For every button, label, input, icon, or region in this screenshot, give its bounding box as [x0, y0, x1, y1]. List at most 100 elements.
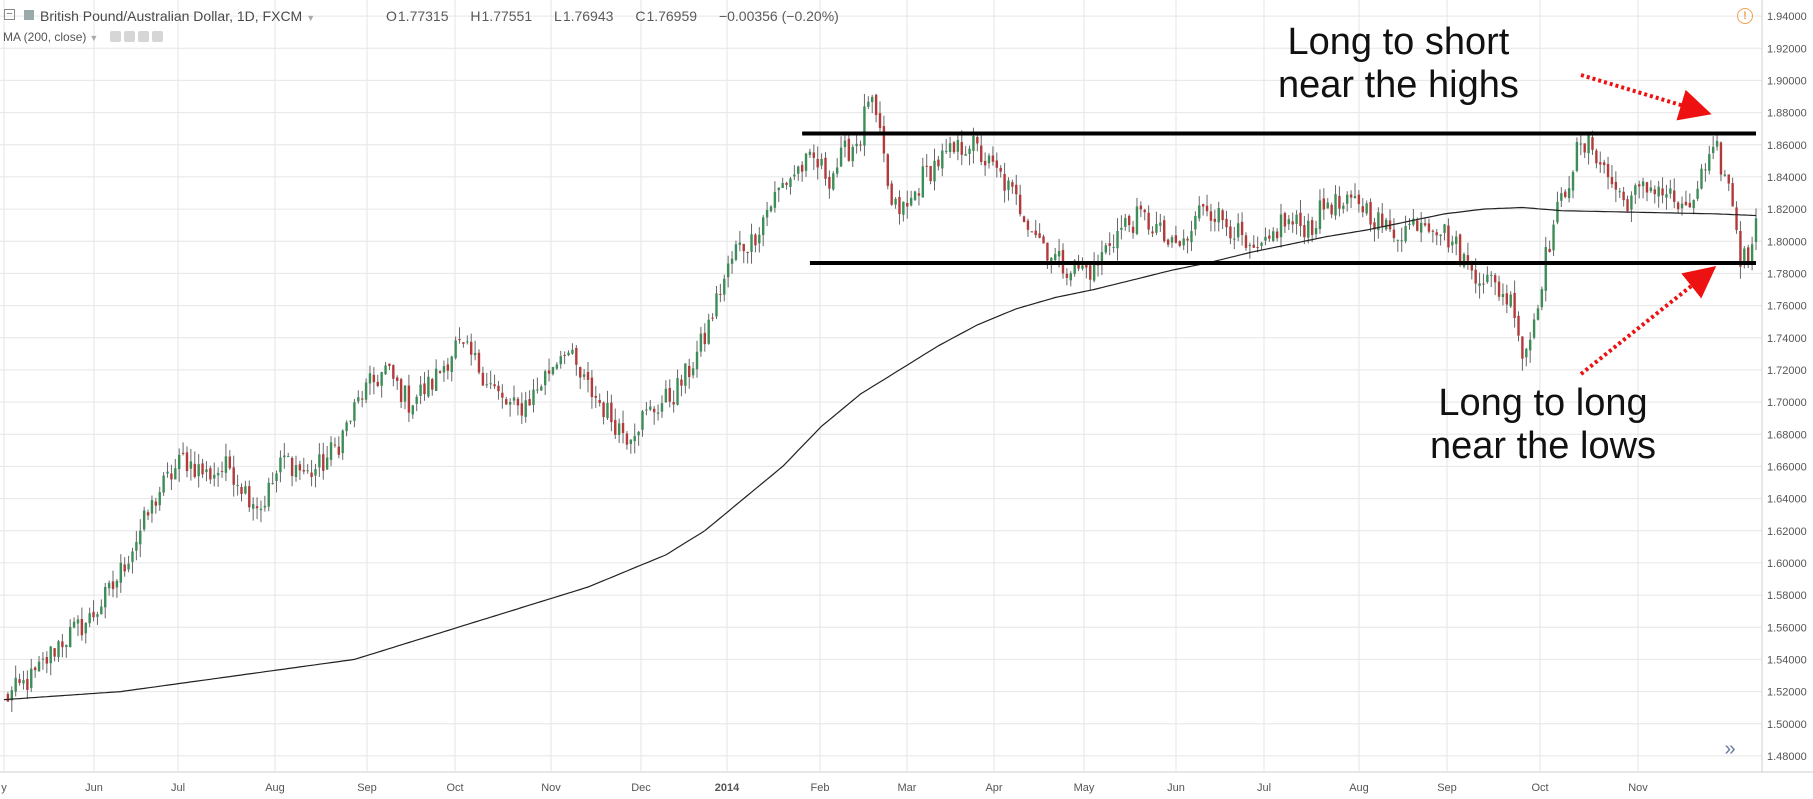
candle-body — [1022, 216, 1026, 223]
gear-icon[interactable] — [123, 31, 135, 42]
candle-body — [1392, 229, 1396, 239]
candle-body — [855, 143, 858, 147]
candle-body — [976, 136, 979, 144]
candle-body — [263, 505, 267, 508]
candle-body — [6, 694, 10, 702]
chevron-down-icon[interactable]: ▼ — [89, 33, 99, 43]
candle-body — [61, 641, 64, 648]
candle-body — [1408, 223, 1411, 225]
candle-body — [660, 403, 664, 412]
time-tick-label: Jul — [1257, 782, 1271, 794]
time-tick-label: Sep — [357, 782, 377, 794]
alert-icon[interactable]: ! — [1737, 8, 1753, 24]
candle-body — [1073, 260, 1076, 275]
candle-body — [532, 389, 535, 406]
candle-body — [1688, 202, 1692, 208]
candle-body — [816, 158, 819, 168]
candle-body — [1521, 336, 1524, 359]
candle-body — [968, 148, 971, 154]
candle-body — [1361, 206, 1364, 213]
candle-body — [547, 370, 551, 374]
candle-body — [353, 402, 356, 421]
candle-body — [1431, 230, 1435, 232]
candle-body — [528, 399, 531, 406]
candle-body — [1509, 294, 1512, 307]
candle-body — [376, 381, 379, 386]
candle-body — [189, 461, 193, 469]
candle-body — [181, 452, 185, 454]
candle-body — [318, 454, 321, 468]
indicator-legend[interactable]: MA (200, close) ▼ — [3, 30, 166, 44]
candle-body — [800, 164, 804, 172]
candle-body — [1455, 236, 1458, 245]
candle-body — [742, 243, 745, 252]
chevron-down-icon[interactable]: ▼ — [306, 13, 316, 23]
candle-body — [980, 145, 983, 162]
candle-body — [668, 388, 671, 402]
candle-body — [1439, 234, 1442, 236]
candle-body — [1400, 240, 1403, 242]
candle-body — [1423, 223, 1427, 226]
candle-body — [1089, 265, 1092, 280]
candle-body — [1034, 230, 1037, 236]
candle-body — [1451, 241, 1454, 246]
candle-body — [606, 402, 609, 419]
candle-body — [1322, 198, 1326, 210]
candle-body — [481, 372, 485, 386]
indicator-buttons — [109, 30, 166, 44]
candle-body — [960, 142, 963, 155]
candle-body — [68, 626, 72, 648]
candle-body — [1571, 171, 1575, 191]
candle-body — [758, 234, 761, 244]
candle-body — [1330, 204, 1333, 215]
candle-body — [789, 178, 792, 187]
close-icon[interactable] — [151, 31, 163, 42]
candle-body — [419, 384, 422, 396]
candle-body — [874, 94, 878, 116]
candle-body — [1622, 191, 1625, 201]
candle-body — [921, 166, 925, 198]
candle-body — [1166, 239, 1170, 245]
candle-body — [1252, 244, 1255, 248]
candle-body — [512, 397, 516, 401]
collapse-icon[interactable]: − — [4, 9, 15, 20]
candle-body — [1026, 220, 1030, 230]
candle-body — [18, 679, 21, 683]
annotation-lows-line2: near the lows — [1430, 425, 1657, 467]
candle-body — [602, 402, 605, 418]
candle-body — [754, 234, 757, 246]
eye-icon[interactable] — [109, 31, 121, 42]
price-tick-label: 1.72000 — [1767, 365, 1807, 377]
candle-body — [119, 562, 122, 583]
candle-body — [878, 113, 882, 129]
annotation-highs: Long to short near the highs — [1278, 21, 1519, 107]
scroll-to-realtime-button[interactable]: » — [1724, 738, 1736, 760]
ohlc-readout: O1.77315 H1.77551 L1.76943 C1.76959 −0.0… — [386, 8, 848, 24]
candle-body — [1342, 205, 1345, 209]
candle-body — [676, 378, 679, 405]
price-tick-label: 1.82000 — [1767, 204, 1807, 216]
symbol-title[interactable]: British Pound/Australian Dollar, 1D, FXC… — [40, 8, 315, 24]
candle-body — [415, 396, 418, 404]
candle-body — [1240, 221, 1244, 236]
candle-body — [1377, 212, 1380, 231]
candle-body — [1046, 242, 1049, 261]
more-icon[interactable] — [137, 31, 149, 42]
candle-body — [582, 374, 586, 377]
symbol-name: British Pound/Australian Dollar, 1D, FXC… — [40, 8, 303, 24]
candle-body — [1458, 234, 1462, 265]
candle-body — [1244, 235, 1248, 248]
candle-body — [1606, 163, 1610, 178]
candle-body — [123, 564, 126, 572]
candle-body — [80, 618, 84, 636]
price-tick-label: 1.76000 — [1767, 301, 1807, 313]
time-tick-label: Oct — [1531, 782, 1548, 794]
candle-body — [205, 469, 208, 473]
candle-body — [1369, 202, 1372, 225]
close-value: C1.76959 — [635, 8, 698, 24]
candle-body — [1634, 185, 1637, 195]
candle-body — [812, 152, 816, 158]
candle-body — [1131, 226, 1135, 233]
candle-body — [1513, 292, 1516, 319]
